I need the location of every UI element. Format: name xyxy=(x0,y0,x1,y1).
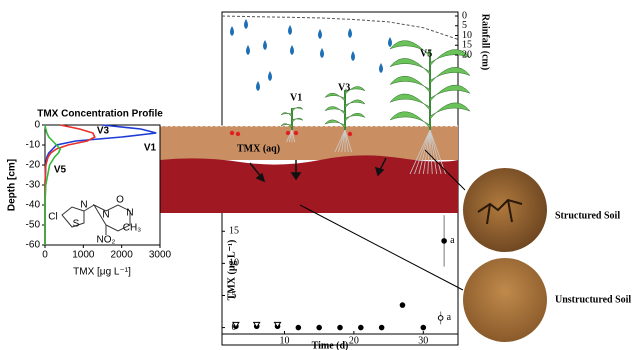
y-tick-label: -60 xyxy=(26,240,41,251)
unstructured-soil-photo xyxy=(463,258,547,342)
tmx-dot xyxy=(294,131,298,135)
y-tick-label: 15 xyxy=(229,226,239,237)
y-tick-label: -20 xyxy=(26,160,41,171)
profile-line xyxy=(45,125,60,245)
point xyxy=(296,325,301,330)
x-tick-label: 3000 xyxy=(149,250,172,261)
point xyxy=(338,325,343,330)
chart-title: TMX Concentration Profile xyxy=(37,109,163,120)
atom-label: O xyxy=(116,195,124,206)
x-axis-label: TMX [μg L⁻¹] xyxy=(73,267,131,278)
tmx-dot xyxy=(348,132,352,136)
point xyxy=(400,303,405,308)
y-tick-label: 20 xyxy=(462,49,472,60)
x-axis-label: Time (d) xyxy=(312,340,349,350)
tmx-dot xyxy=(286,131,290,135)
y-tick-label: 0 xyxy=(34,120,40,131)
tmx-dot xyxy=(230,131,234,135)
y-tick-label: -30 xyxy=(26,180,41,191)
y-axis-label: Depth [cm] xyxy=(7,159,18,211)
x-tick-label: 20 xyxy=(349,335,359,346)
topsoil xyxy=(160,126,458,160)
rain-axis-label: Rainfall (cm) xyxy=(480,14,491,70)
solute-label: TMX (aq) xyxy=(237,143,280,154)
soil-label: Unstructured Soil xyxy=(555,294,631,305)
series-label: V5 xyxy=(54,165,67,176)
x-tick-label: 0 xyxy=(42,250,48,261)
tmx-dot xyxy=(236,132,240,136)
point xyxy=(421,325,426,330)
series-label: V3 xyxy=(97,126,110,137)
annotation: a xyxy=(447,312,452,323)
atom-label: CH₃ xyxy=(123,223,142,234)
atom-label: S xyxy=(73,219,80,230)
atom-label: N xyxy=(126,208,133,219)
plant-label: V1 xyxy=(290,92,302,103)
atom-label: N xyxy=(80,200,87,211)
point xyxy=(379,325,384,330)
plant-label: V3 xyxy=(338,82,350,93)
x-tick-label: 1000 xyxy=(72,250,95,261)
soil-label: Structured Soil xyxy=(555,210,620,221)
figure: Structured Soil Unstructured Soil TMX (a… xyxy=(0,0,638,350)
atom-label: NO₂ xyxy=(97,235,116,246)
subsoil xyxy=(160,155,458,213)
x-tick-label: 30 xyxy=(418,335,428,346)
y-tick-label: -40 xyxy=(26,200,41,211)
point xyxy=(359,325,364,330)
atom-label: Cl xyxy=(48,212,57,223)
plant-label: V5 xyxy=(420,48,432,59)
x-tick-label: 2000 xyxy=(111,250,134,261)
structured-soil-photo xyxy=(463,168,547,252)
point xyxy=(442,239,447,244)
series-label: V1 xyxy=(144,143,157,154)
y-tick-label: 5 xyxy=(232,290,237,301)
y-tick-label: -50 xyxy=(26,220,41,231)
x-tick-label: 10 xyxy=(279,335,289,346)
y-tick-label: 10 xyxy=(229,258,239,269)
point xyxy=(317,325,322,330)
y-tick-label: -10 xyxy=(26,140,41,151)
point xyxy=(438,316,443,321)
atom-label: N xyxy=(102,210,109,221)
annotation: a xyxy=(450,235,455,246)
